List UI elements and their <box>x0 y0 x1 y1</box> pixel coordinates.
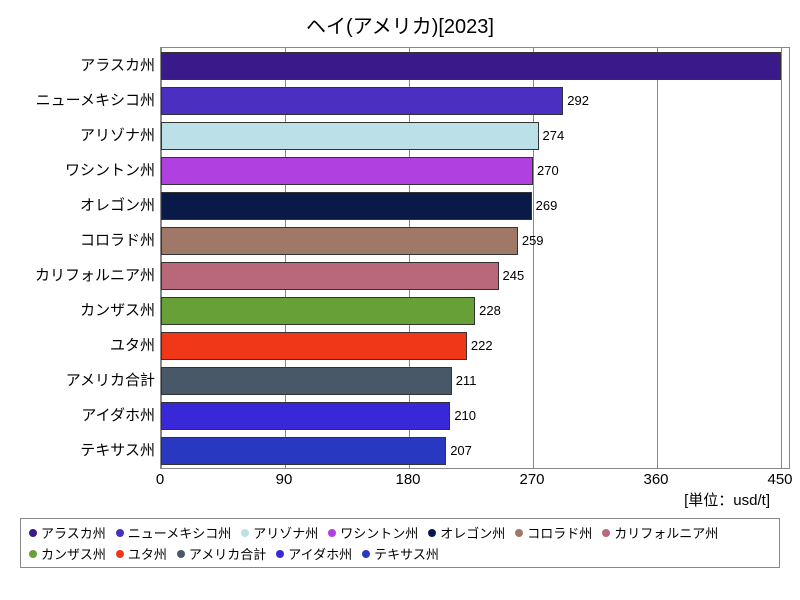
legend-label: ワシントン州 <box>340 523 418 542</box>
legend-item: テキサス州 <box>362 544 439 563</box>
y-axis-label: コロラド州 <box>10 222 155 257</box>
bar <box>161 87 563 115</box>
bar-value: 210 <box>454 408 476 423</box>
bar <box>161 262 499 290</box>
y-axis-labels: アラスカ州ニューメキシコ州アリゾナ州ワシントン州オレゴン州コロラド州カリフォルニ… <box>10 47 160 467</box>
y-axis-label: オレゴン州 <box>10 187 155 222</box>
legend-label: オレゴン州 <box>440 523 505 542</box>
bar <box>161 402 450 430</box>
bar <box>161 332 467 360</box>
y-axis-label: ユタ州 <box>10 327 155 362</box>
bars-area: 292 274 270 269 259 245 228 222 211 210 207 <box>160 47 790 469</box>
bar <box>161 52 781 80</box>
x-tick: 270 <box>519 471 544 488</box>
bar <box>161 157 533 185</box>
bar <box>161 122 539 150</box>
legend-marker <box>29 550 37 558</box>
bar-value: 259 <box>522 233 544 248</box>
bar-value: 274 <box>543 128 565 143</box>
bar <box>161 297 475 325</box>
legend-item: ニューメキシコ州 <box>116 523 231 542</box>
bar-row: 274 <box>161 122 564 150</box>
y-axis-label: アリゾナ州 <box>10 117 155 152</box>
bar-row: 211 <box>161 367 476 395</box>
legend-label: テキサス州 <box>374 544 439 563</box>
bar-value: 269 <box>536 198 558 213</box>
legend-marker <box>328 529 336 537</box>
bar-row: 222 <box>161 332 493 360</box>
x-tick: 0 <box>156 471 164 488</box>
chart-container: ヘイ(アメリカ)[2023] アラスカ州ニューメキシコ州アリゾナ州ワシントン州オ… <box>10 10 790 568</box>
bar-value: 207 <box>450 443 472 458</box>
y-axis-label: ニューメキシコ州 <box>10 82 155 117</box>
legend-marker <box>602 529 610 537</box>
grid-line <box>657 48 658 468</box>
legend-item: ワシントン州 <box>328 523 418 542</box>
legend-item: カリフォルニア州 <box>602 523 718 542</box>
legend-label: コロラド州 <box>527 523 592 542</box>
bar-row: 270 <box>161 157 559 185</box>
legend-item: アメリカ合計 <box>177 544 266 563</box>
legend-item: カンザス州 <box>29 544 106 563</box>
bar <box>161 192 532 220</box>
legend-marker <box>116 550 124 558</box>
bar-row: 269 <box>161 192 557 220</box>
bar <box>161 437 446 465</box>
legend-item: アラスカ州 <box>29 523 106 542</box>
y-axis-label: アイダホ州 <box>10 397 155 432</box>
bar-row: 207 <box>161 437 472 465</box>
legend-label: アリゾナ州 <box>253 523 318 542</box>
bar-row: 210 <box>161 402 476 430</box>
bar-value: 270 <box>537 163 559 178</box>
legend-label: ユタ州 <box>128 544 167 563</box>
y-axis-label: アラスカ州 <box>10 47 155 82</box>
legend-label: カンザス州 <box>41 544 106 563</box>
x-tick: 450 <box>767 471 792 488</box>
legend-marker <box>276 550 284 558</box>
grid-line <box>781 48 782 468</box>
y-axis-label: カンザス州 <box>10 292 155 327</box>
y-axis-label: テキサス州 <box>10 432 155 467</box>
bar-value: 228 <box>479 303 501 318</box>
y-axis-label: カリフォルニア州 <box>10 257 155 292</box>
legend-item: ユタ州 <box>116 544 167 563</box>
legend-marker <box>29 529 37 537</box>
legend-marker <box>515 529 523 537</box>
bar-row: 259 <box>161 227 544 255</box>
bar-row <box>161 52 781 80</box>
bar-row: 292 <box>161 87 589 115</box>
y-axis-label: アメリカ合計 <box>10 362 155 397</box>
legend-item: オレゴン州 <box>428 523 505 542</box>
legend-marker <box>428 529 436 537</box>
bar-value: 245 <box>503 268 525 283</box>
legend-item: コロラド州 <box>515 523 592 542</box>
legend-label: アイダホ州 <box>288 544 352 563</box>
plot-area: アラスカ州ニューメキシコ州アリゾナ州ワシントン州オレゴン州コロラド州カリフォルニ… <box>10 47 790 469</box>
legend-item: アイダホ州 <box>276 544 352 563</box>
legend-label: ニューメキシコ州 <box>128 523 231 542</box>
legend-label: アラスカ州 <box>41 523 106 542</box>
x-axis-label: [単位：usd/t] <box>160 489 790 510</box>
legend: アラスカ州 ニューメキシコ州 アリゾナ州 ワシントン州 オレゴン州 コロラド州 カリフォルニ… <box>20 518 780 568</box>
legend-marker <box>116 529 124 537</box>
bar <box>161 367 452 395</box>
legend-item: アリゾナ州 <box>241 523 318 542</box>
bar-row: 245 <box>161 262 524 290</box>
legend-marker <box>241 529 249 537</box>
x-tick: 360 <box>643 471 668 488</box>
x-tick: 180 <box>395 471 420 488</box>
chart-title: ヘイ(アメリカ)[2023] <box>10 10 790 39</box>
legend-marker <box>362 550 370 558</box>
x-axis: 090180270360450 <box>160 469 780 489</box>
legend-label: カリフォルニア州 <box>614 523 718 542</box>
legend-label: アメリカ合計 <box>189 544 266 563</box>
bar-value: 211 <box>456 373 477 388</box>
bar <box>161 227 518 255</box>
bar-value: 292 <box>567 93 589 108</box>
bar-value: 222 <box>471 338 493 353</box>
legend-marker <box>177 550 185 558</box>
y-axis-label: ワシントン州 <box>10 152 155 187</box>
x-tick: 90 <box>276 471 293 488</box>
bar-row: 228 <box>161 297 501 325</box>
